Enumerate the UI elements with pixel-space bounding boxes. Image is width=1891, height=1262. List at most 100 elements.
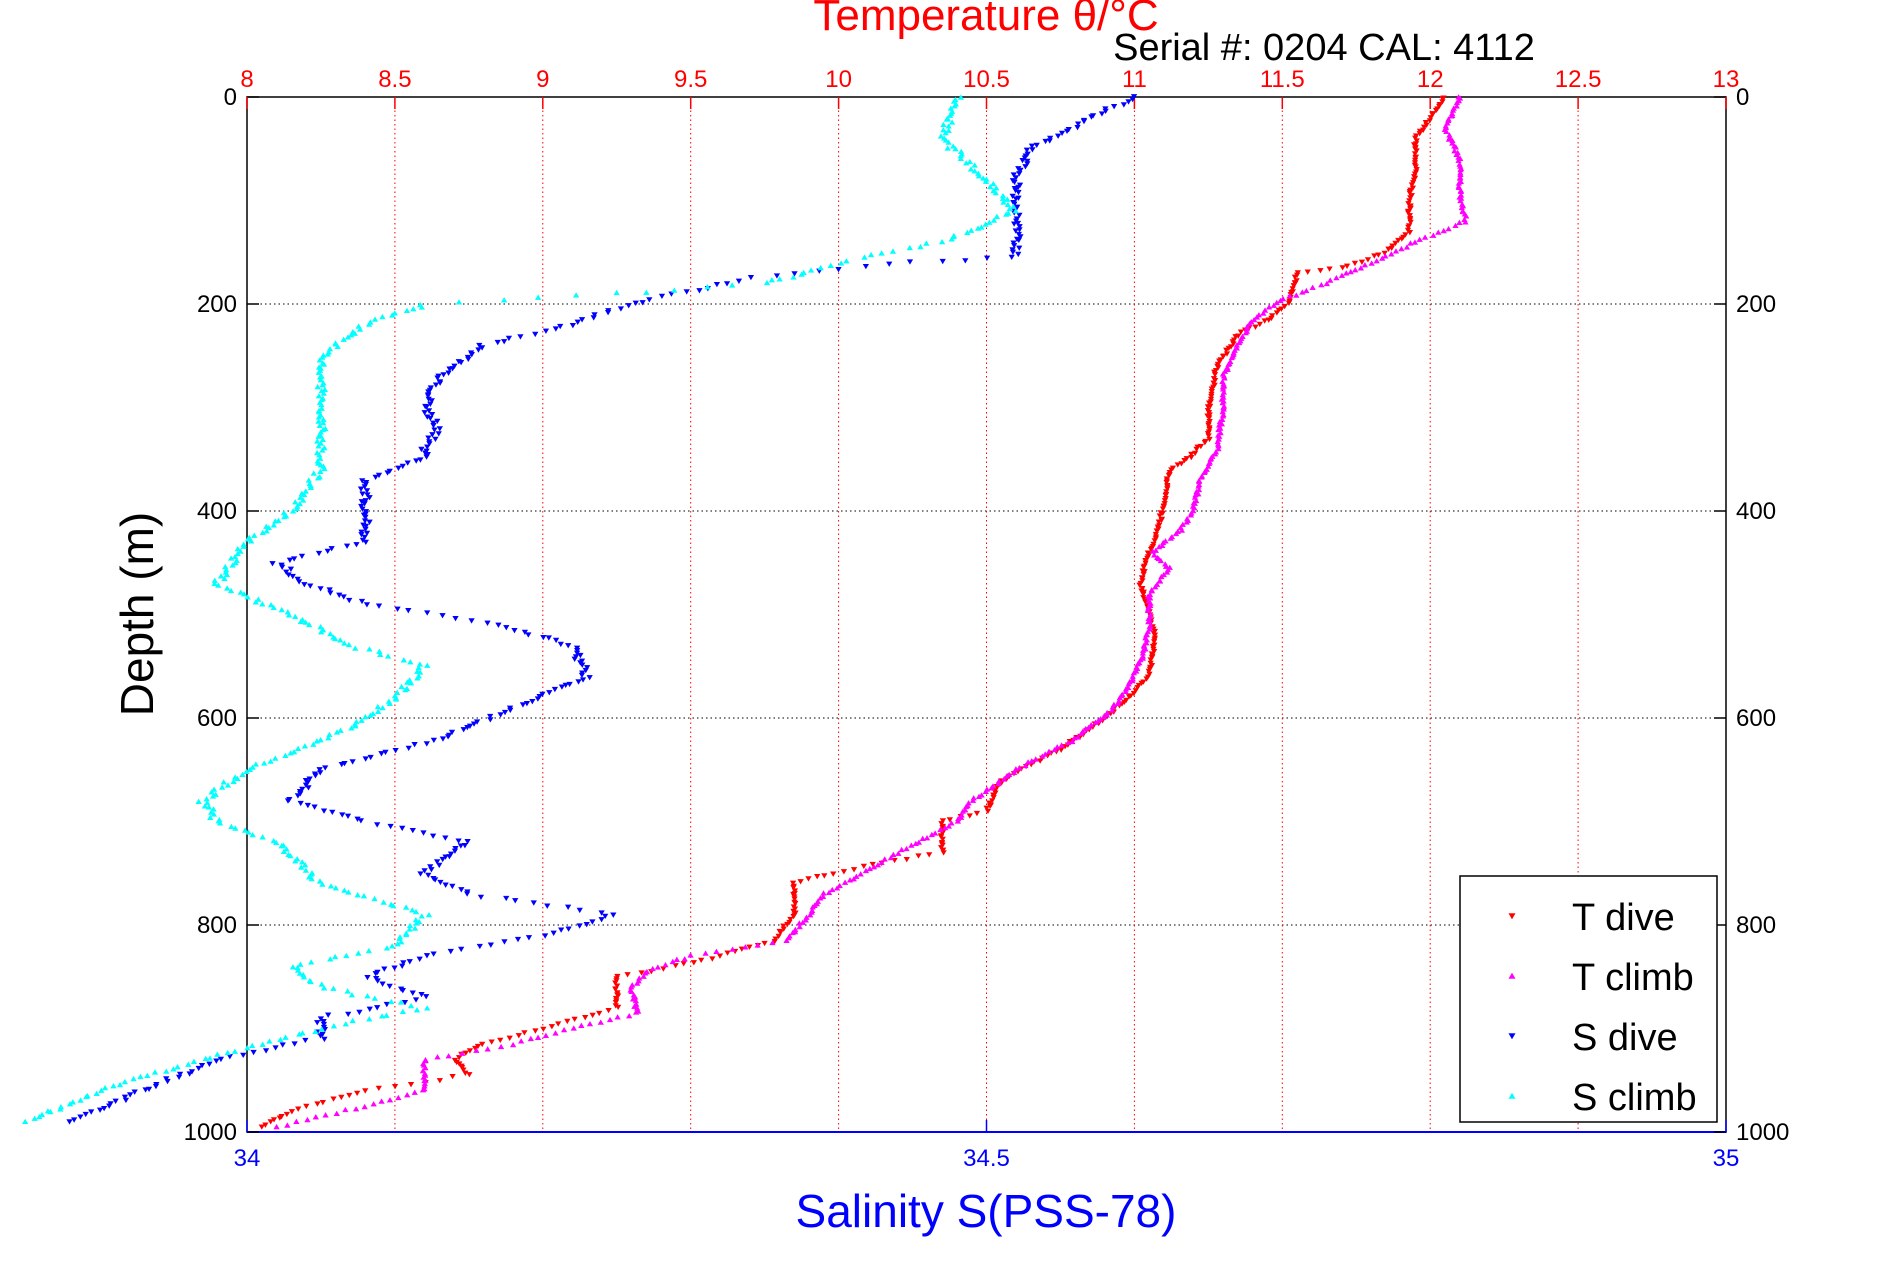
data-point <box>487 713 494 720</box>
data-point <box>224 585 231 591</box>
data-point <box>313 738 321 744</box>
data-point <box>1281 303 1288 310</box>
data-point <box>971 162 978 168</box>
data-point <box>912 840 919 847</box>
data-point <box>462 1070 469 1076</box>
data-point <box>529 699 536 705</box>
data-point <box>990 795 997 801</box>
data-point <box>843 258 850 264</box>
data-point <box>951 103 958 109</box>
data-point <box>312 1114 319 1120</box>
data-point <box>1011 179 1018 186</box>
data-point <box>327 590 334 596</box>
data-point <box>407 659 414 665</box>
legend-label: S climb <box>1572 1077 1697 1119</box>
data-point <box>301 582 308 588</box>
data-point <box>1174 462 1181 468</box>
data-point <box>220 779 227 785</box>
data-point <box>1156 578 1164 584</box>
data-point <box>206 1061 213 1067</box>
data-point <box>1015 237 1022 244</box>
data-point <box>982 221 989 227</box>
data-point <box>952 145 959 152</box>
data-point <box>477 894 485 901</box>
data-point <box>435 431 442 437</box>
data-point <box>241 827 249 833</box>
data-point <box>993 213 1000 219</box>
data-point <box>327 956 334 962</box>
data-point <box>1224 366 1231 373</box>
data-point <box>325 1012 332 1018</box>
data-point <box>1028 758 1035 764</box>
salinity-tick-label: 34.5 <box>963 1145 1010 1172</box>
data-point <box>1024 759 1032 765</box>
data-point <box>365 947 372 954</box>
temperature-tick-label: 8 <box>240 66 253 93</box>
data-point <box>1098 111 1106 117</box>
data-point <box>358 598 366 605</box>
data-point <box>212 791 219 797</box>
legend-marker <box>1508 1033 1516 1040</box>
data-point <box>990 792 997 798</box>
data-point <box>1063 128 1071 135</box>
data-point <box>436 1078 443 1084</box>
data-point <box>294 967 302 973</box>
data-point <box>903 857 910 863</box>
data-point <box>1024 161 1031 167</box>
data-point <box>1358 259 1366 265</box>
y-axis-label: Depth (m) <box>111 512 163 716</box>
data-point <box>297 800 304 807</box>
data-point <box>289 964 297 970</box>
data-point <box>742 944 749 950</box>
data-point <box>1151 552 1158 558</box>
data-point <box>497 1043 505 1050</box>
data-point <box>389 943 396 949</box>
data-point <box>345 1011 352 1018</box>
data-point <box>278 606 285 613</box>
data-point <box>163 1076 170 1082</box>
data-point <box>768 277 775 283</box>
data-point <box>270 604 277 610</box>
data-point <box>305 785 312 791</box>
data-point <box>116 1081 124 1088</box>
data-point <box>430 423 437 429</box>
data-point <box>406 926 413 932</box>
data-point <box>574 647 581 654</box>
data-point <box>938 821 945 827</box>
data-point <box>805 876 812 882</box>
data-point <box>597 1019 604 1025</box>
data-point <box>364 492 371 498</box>
data-point <box>47 1108 54 1115</box>
data-point <box>1371 253 1378 259</box>
data-point <box>1054 744 1061 750</box>
data-point <box>259 601 266 607</box>
data-point <box>280 848 288 855</box>
data-point <box>634 980 641 986</box>
data-point <box>1439 96 1446 102</box>
data-point <box>1317 268 1324 274</box>
legend-marker <box>1508 913 1516 920</box>
data-point <box>1352 267 1359 273</box>
data-point <box>1343 270 1350 276</box>
data-point <box>680 961 687 967</box>
data-point <box>1270 302 1277 308</box>
data-point <box>789 929 796 936</box>
data-point <box>421 410 428 416</box>
data-point <box>237 548 244 554</box>
data-point <box>797 879 804 885</box>
data-point <box>306 621 313 628</box>
data-point <box>1405 210 1412 216</box>
data-point <box>1260 310 1267 316</box>
data-point <box>1074 734 1082 740</box>
data-point <box>348 332 355 338</box>
data-point <box>1147 657 1154 663</box>
data-point <box>690 960 697 966</box>
data-point <box>1439 99 1446 105</box>
data-point <box>328 546 335 552</box>
data-point <box>1017 167 1024 174</box>
data-point <box>297 961 304 967</box>
data-point <box>231 1048 239 1054</box>
data-point <box>846 877 854 883</box>
data-point <box>915 839 923 845</box>
data-point <box>940 847 947 853</box>
